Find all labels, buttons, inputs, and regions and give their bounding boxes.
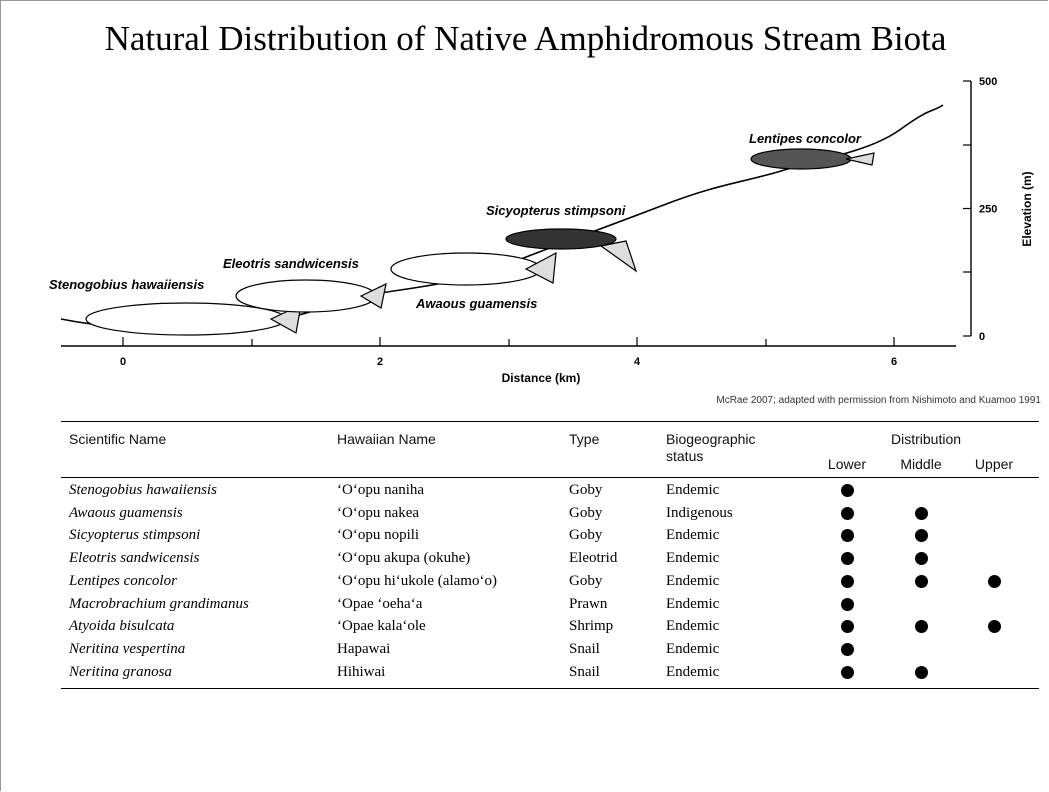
cell-type: Prawn [569,596,607,613]
cell-status: Endemic [666,550,719,567]
distribution-dot [841,666,854,679]
header: Biogeographic status [666,431,776,465]
y-axis-label: Elevation (m) [1020,171,1034,246]
cell-status: Endemic [666,527,719,544]
y-tick-label: 0 [979,331,985,343]
x-axis-label: Distance (km) [502,371,581,385]
distribution-dot [841,507,854,520]
x-tick-label: 0 [120,356,126,368]
x-tick-label: 6 [891,356,897,368]
cell-hawaiian: Hihiwai [337,664,385,681]
cell-scientific: Atyoida bisulcata [69,618,174,635]
cell-status: Endemic [666,664,719,681]
header: Distribution [846,431,1006,447]
distribution-dot [988,575,1001,588]
distribution-dot [841,620,854,633]
cell-hawaiian: ‘O‘opu hi‘ukole (alamo‘o) [337,573,497,590]
distribution-dot [841,598,854,611]
cell-scientific: Neritina granosa [69,664,172,681]
zone-header: Upper [954,456,1034,472]
cell-type: Eleotrid [569,550,617,567]
y-tick-label: 250 [979,204,997,216]
cell-type: Goby [569,527,602,544]
cell-hawaiian: Hapawai [337,641,390,658]
cell-status: Endemic [666,596,719,613]
species-label: Sicyopterus stimpsoni [486,203,626,218]
cell-scientific: Sicyopterus stimpsoni [69,527,200,544]
distribution-dot [988,620,1001,633]
cell-hawaiian: ‘O‘opu nopili [337,527,419,544]
distribution-dot [841,575,854,588]
header: Hawaiian Name [337,431,436,447]
distribution-dot [841,484,854,497]
header: Type [569,431,599,447]
cell-hawaiian: ‘O‘opu akupa (okuhe) [337,550,470,567]
cell-type: Goby [569,482,602,499]
cell-status: Indigenous [666,505,733,522]
cell-status: Endemic [666,618,719,635]
slide: Natural Distribution of Native Amphidrom… [0,0,1048,791]
table-top-rule [61,421,1039,422]
cell-status: Endemic [666,573,719,590]
distribution-dot [915,575,928,588]
table-header-rule [61,477,1039,478]
header: Scientific Name [69,431,166,447]
cell-scientific: Macrobrachium grandimanus [69,596,249,613]
cell-status: Endemic [666,641,719,658]
figure: Distance (km) Elevation (m) McRae 2007; … [1,1,1049,411]
y-tick-label: 500 [979,76,997,88]
distribution-dot [915,507,928,520]
cell-status: Endemic [666,482,719,499]
cell-scientific: Lentipes concolor [69,573,177,590]
cell-type: Goby [569,573,602,590]
cell-hawaiian: ‘O‘opu naniha [337,482,424,499]
distribution-dot [915,666,928,679]
species-label: Lentipes concolor [749,131,862,146]
cell-hawaiian: ‘O‘opu nakea [337,505,419,522]
distribution-dot [915,620,928,633]
species-label: Stenogobius hawaiiensis [49,277,204,292]
cell-type: Goby [569,505,602,522]
distribution-dot [841,643,854,656]
x-tick-label: 4 [634,356,641,368]
cell-type: Snail [569,641,600,658]
zone-header: Middle [881,456,961,472]
cell-scientific: Eleotris sandwicensis [69,550,199,567]
table-bottom-rule [61,688,1039,689]
species-label: Awaous guamensis [415,296,537,311]
cell-scientific: Awaous guamensis [69,505,183,522]
species-label: Eleotris sandwicensis [223,256,359,271]
credit: McRae 2007; adapted with permission from… [716,395,1041,406]
distribution-dot [915,529,928,542]
cell-scientific: Neritina vespertina [69,641,185,658]
cell-hawaiian: ‘Opae kala‘ole [337,618,426,635]
x-tick-label: 2 [377,356,383,368]
cell-scientific: Stenogobius hawaiiensis [69,482,217,499]
cell-hawaiian: ‘Opae ‘oeha‘a [337,596,422,613]
zone-header: Lower [807,456,887,472]
distribution-dot [841,529,854,542]
distribution-dot [841,552,854,565]
cell-type: Shrimp [569,618,613,635]
cell-type: Snail [569,664,600,681]
distribution-dot [915,552,928,565]
